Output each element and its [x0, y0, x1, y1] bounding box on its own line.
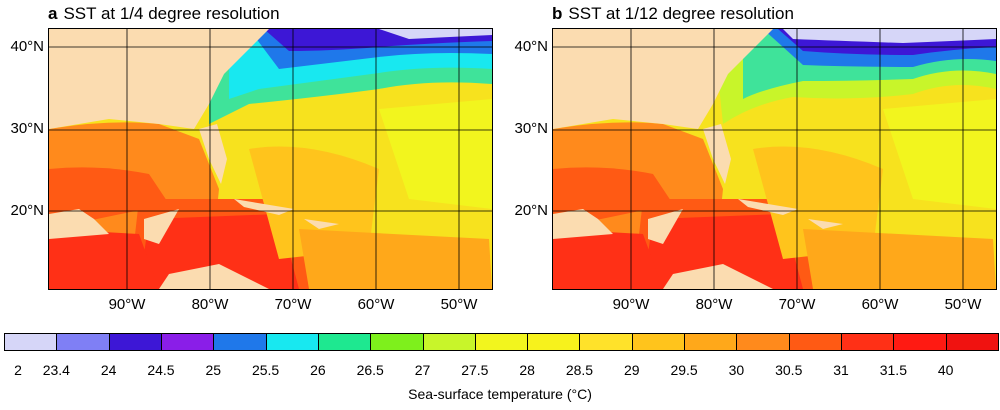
lon-label-60w-a: 60°W — [357, 296, 395, 313]
colorbar-box — [527, 333, 581, 351]
colorbar-label: 29.5 — [670, 362, 698, 378]
colorbar-box — [370, 333, 424, 351]
colorbar-box — [4, 333, 58, 351]
colorbar-box — [56, 333, 110, 351]
sst-map-a — [49, 29, 492, 289]
panel-b-title-text: SST at 1/12 degree resolution — [568, 4, 794, 23]
colorbar-box — [788, 333, 843, 351]
lon-label-50w-a: 50°W — [440, 296, 478, 313]
lat-label-20n-a: 20°N — [10, 202, 44, 219]
colorbar-label: 40 — [937, 362, 954, 378]
panel-a-title: a SST at 1/4 degree resolution — [48, 4, 280, 24]
colorbar-label: 28.5 — [565, 362, 594, 378]
panel-b-letter: b — [552, 4, 563, 23]
colorbar-label: 30.5 — [775, 362, 803, 378]
colorbar-box — [736, 333, 790, 351]
colorbar-label: 28 — [519, 362, 535, 378]
colorbar-label: 24.5 — [147, 362, 175, 378]
lon-label-90w-b: 90°W — [612, 296, 650, 313]
colorbar-label: 27 — [414, 362, 431, 378]
colorbar-box — [317, 333, 372, 351]
lon-label-80w-a: 80°W — [191, 296, 229, 313]
colorbar-box — [684, 333, 738, 351]
colorbar-label: 2 — [14, 362, 22, 378]
colorbar-box — [631, 333, 686, 351]
colorbar — [4, 333, 999, 353]
lon-label-60w-b: 60°W — [861, 296, 899, 313]
panel-a-letter: a — [48, 4, 58, 23]
colorbar-label: 25 — [205, 362, 222, 378]
colorbar-label: 30 — [728, 362, 745, 378]
colorbar-title: Sea-surface temperature (°C) — [408, 386, 592, 402]
colorbar-box — [265, 333, 319, 351]
colorbar-box — [422, 333, 476, 351]
colorbar-box — [160, 333, 215, 351]
panel-b-title: b SST at 1/12 degree resolution — [552, 4, 794, 24]
sst-map-b — [553, 29, 996, 289]
colorbar-box — [108, 333, 162, 351]
colorbar-label: 31.5 — [879, 362, 907, 378]
lon-label-70w-b: 70°W — [778, 296, 816, 313]
lon-label-90w-a: 90°W — [108, 296, 146, 313]
colorbar-label: 24 — [100, 362, 117, 378]
lat-label-40n-a: 40°N — [10, 38, 44, 55]
colorbar-box — [945, 333, 999, 351]
colorbar-box — [474, 333, 529, 351]
colorbar-label: 29 — [623, 362, 640, 378]
colorbar-label: 31 — [833, 362, 849, 378]
map-panel-a — [48, 28, 493, 290]
panel-a-title-text: SST at 1/4 degree resolution — [63, 4, 280, 23]
lon-label-80w-b: 80°W — [695, 296, 733, 313]
lon-label-70w-a: 70°W — [274, 296, 312, 313]
colorbar-box — [579, 333, 633, 351]
lat-label-30n-b: 30°N — [514, 120, 548, 137]
lat-label-30n-a: 30°N — [10, 120, 44, 137]
map-panel-b — [552, 28, 997, 290]
colorbar-label: 26.5 — [356, 362, 384, 378]
colorbar-label: 26 — [310, 362, 326, 378]
colorbar-box — [213, 333, 267, 351]
lat-label-20n-b: 20°N — [514, 202, 548, 219]
colorbar-box — [893, 333, 947, 351]
lon-label-50w-b: 50°W — [944, 296, 982, 313]
colorbar-box — [841, 333, 895, 351]
lat-label-40n-b: 40°N — [514, 38, 548, 55]
colorbar-label: 23.4 — [42, 362, 70, 378]
colorbar-label: 27.5 — [461, 362, 489, 378]
colorbar-label: 25.5 — [251, 362, 280, 378]
